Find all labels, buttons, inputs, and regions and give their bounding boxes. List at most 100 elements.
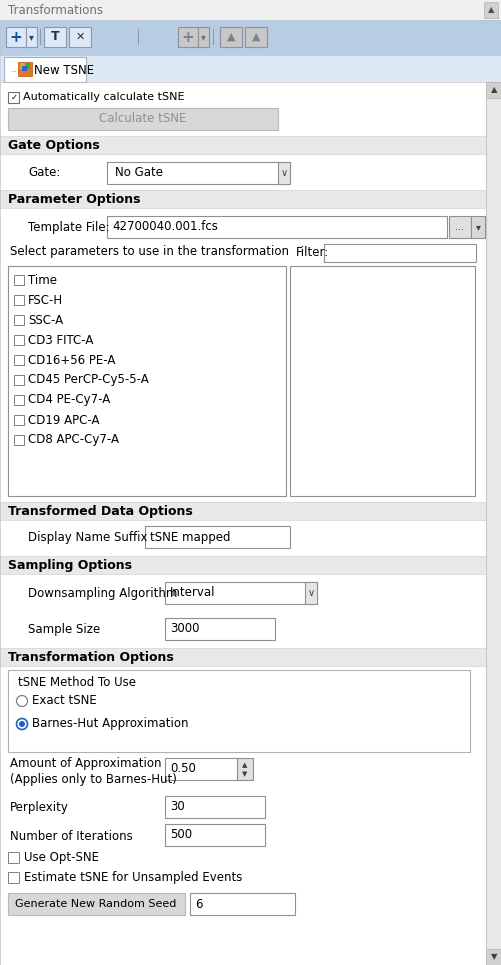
Bar <box>165 582 316 604</box>
Text: Generate New Random Seed: Generate New Random Seed <box>16 899 176 909</box>
Bar <box>14 435 24 445</box>
Bar <box>25 63 30 69</box>
Text: Time: Time <box>28 273 57 287</box>
Text: 30: 30 <box>170 801 184 813</box>
Bar <box>14 335 24 345</box>
Bar <box>244 27 267 47</box>
Text: ▲: ▲ <box>490 86 496 95</box>
Bar <box>69 27 91 47</box>
Bar <box>485 82 501 965</box>
Bar <box>485 82 501 98</box>
Text: Parameter Options: Parameter Options <box>8 192 140 206</box>
Circle shape <box>17 719 28 730</box>
Text: T: T <box>51 31 59 43</box>
Bar <box>165 824 265 846</box>
Text: CD3 FITC-A: CD3 FITC-A <box>28 334 93 346</box>
Text: ∨: ∨ <box>280 168 287 178</box>
Bar <box>219 27 241 47</box>
Text: CD8 APC-Cy7-A: CD8 APC-Cy7-A <box>28 433 119 447</box>
Bar <box>448 216 470 238</box>
Text: ∨: ∨ <box>307 588 314 598</box>
Text: +: + <box>181 30 194 44</box>
Text: ....: .... <box>10 67 19 73</box>
Bar <box>22 66 27 71</box>
Bar <box>236 758 253 780</box>
Text: ▾: ▾ <box>474 222 479 232</box>
Bar <box>0 136 485 154</box>
Text: Gate:: Gate: <box>28 167 60 179</box>
Text: CD4 PE-Cy7-A: CD4 PE-Cy7-A <box>28 394 110 406</box>
Bar <box>145 526 290 548</box>
Bar <box>40 29 41 45</box>
Text: ▲: ▲ <box>251 32 260 42</box>
Text: ▲: ▲ <box>242 762 247 768</box>
Text: ▲: ▲ <box>226 32 235 42</box>
Text: Sample Size: Sample Size <box>28 623 100 637</box>
Bar <box>26 27 37 47</box>
Text: Estimate tSNE for Unsampled Events: Estimate tSNE for Unsampled Events <box>24 870 242 884</box>
Text: CD19 APC-A: CD19 APC-A <box>28 413 99 427</box>
Text: ▼: ▼ <box>242 771 247 777</box>
Bar <box>107 216 446 238</box>
Bar <box>197 27 208 47</box>
Bar <box>290 266 474 496</box>
Bar <box>14 415 24 425</box>
Text: New TSNE: New TSNE <box>34 64 94 76</box>
Circle shape <box>19 721 25 727</box>
Text: ✕: ✕ <box>75 32 85 42</box>
Bar <box>178 27 197 47</box>
Text: Gate Options: Gate Options <box>8 139 100 152</box>
Text: 6: 6 <box>194 897 202 911</box>
Text: 500: 500 <box>170 829 192 841</box>
Text: FSC-H: FSC-H <box>28 293 63 307</box>
Bar <box>14 375 24 385</box>
Bar <box>8 266 286 496</box>
Text: 3000: 3000 <box>170 622 199 636</box>
Text: tSNE mapped: tSNE mapped <box>150 531 230 543</box>
Text: Transformations: Transformations <box>8 4 103 16</box>
Text: CD16+56 PE-A: CD16+56 PE-A <box>28 353 115 367</box>
Bar <box>0 0 501 20</box>
Bar <box>485 949 501 965</box>
Text: Template File:: Template File: <box>28 222 109 234</box>
Bar <box>165 618 275 640</box>
Text: Filter:: Filter: <box>296 245 329 259</box>
Bar <box>20 63 25 69</box>
Text: ▾: ▾ <box>200 32 205 42</box>
Text: Display Name Suffix: Display Name Suffix <box>28 531 147 543</box>
Bar <box>278 162 290 184</box>
Bar <box>0 20 501 55</box>
Text: Transformed Data Options: Transformed Data Options <box>8 505 192 517</box>
Text: No Gate: No Gate <box>115 167 163 179</box>
Text: (Applies only to Barnes-Hut): (Applies only to Barnes-Hut) <box>10 773 176 786</box>
Bar <box>8 872 19 883</box>
Text: Select parameters to use in the transformation: Select parameters to use in the transfor… <box>10 245 289 259</box>
Bar <box>138 29 139 45</box>
Bar <box>165 758 236 780</box>
Text: Number of Iterations: Number of Iterations <box>10 830 132 842</box>
Text: ...: ... <box>454 222 463 232</box>
Bar <box>483 2 497 18</box>
Text: CD45 PerCP-Cy5-5-A: CD45 PerCP-Cy5-5-A <box>28 373 148 387</box>
Text: 42700040.001.fcs: 42700040.001.fcs <box>112 220 217 234</box>
Text: +: + <box>10 30 23 44</box>
Bar <box>189 893 295 915</box>
Bar <box>165 796 265 818</box>
Text: ✓: ✓ <box>11 93 18 101</box>
Text: 0.50: 0.50 <box>170 762 195 776</box>
Bar <box>323 244 475 262</box>
Bar <box>14 355 24 365</box>
Bar <box>8 893 185 915</box>
Bar <box>8 852 19 863</box>
Text: Exact tSNE: Exact tSNE <box>32 695 97 707</box>
Text: Barnes-Hut Approximation: Barnes-Hut Approximation <box>32 718 188 731</box>
Bar <box>0 556 485 574</box>
Text: Use Opt-SNE: Use Opt-SNE <box>24 850 99 864</box>
Bar <box>0 648 485 666</box>
Bar <box>8 670 469 752</box>
Bar <box>4 57 86 82</box>
Text: Automatically calculate tSNE: Automatically calculate tSNE <box>23 92 184 102</box>
Bar <box>0 55 501 82</box>
Text: Interval: Interval <box>170 587 215 599</box>
Text: Downsampling Algorithm: Downsampling Algorithm <box>28 588 177 600</box>
